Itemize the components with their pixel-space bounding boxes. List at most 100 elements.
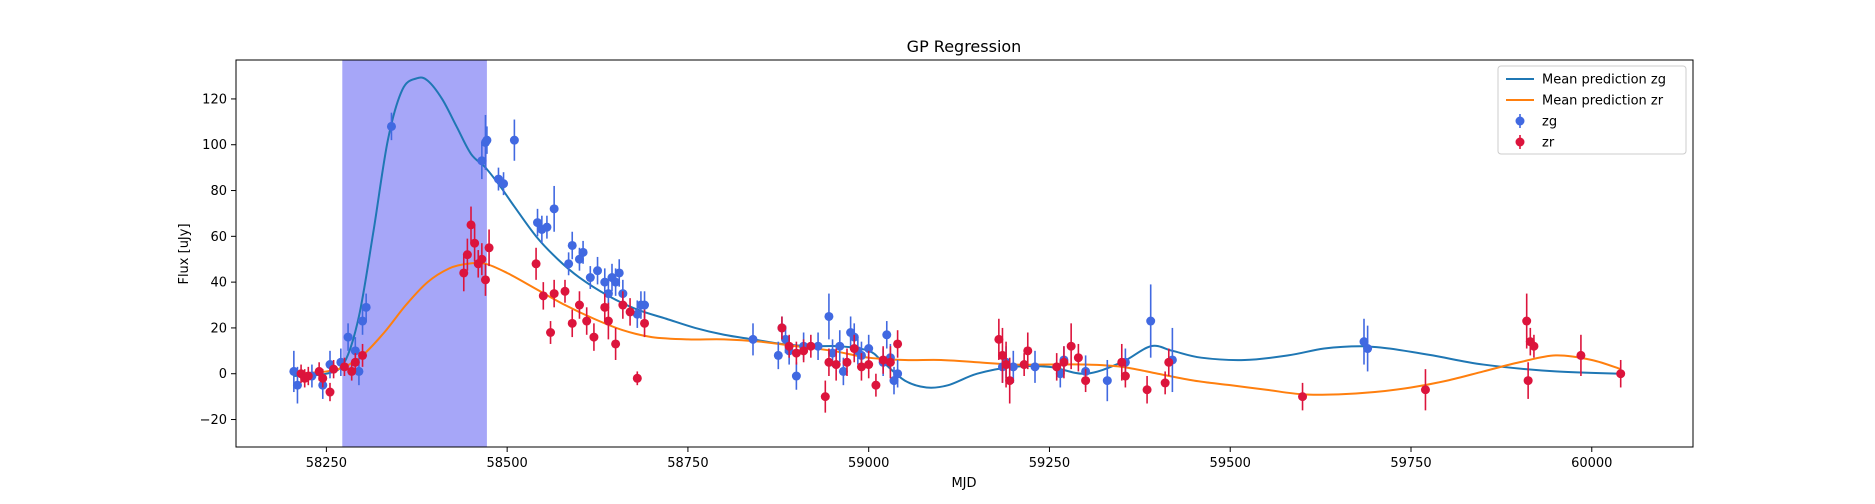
y-tick-label: 60 <box>210 230 227 245</box>
data-point-zg <box>1055 369 1065 379</box>
data-point-zr <box>1160 378 1170 388</box>
data-point-zr <box>470 238 480 248</box>
data-point-zg <box>509 135 519 145</box>
data-point-zr <box>574 300 584 310</box>
data-point-zg <box>781 334 791 344</box>
legend-label: Mean prediction zg <box>1542 73 1666 88</box>
data-point-zg <box>574 254 584 264</box>
data-point-zg <box>482 135 492 145</box>
data-point-zg <box>343 332 353 342</box>
data-point-zg <box>289 366 299 376</box>
y-tick-label: 100 <box>202 138 227 153</box>
data-point-zg <box>614 268 624 278</box>
data-point-zg <box>549 204 559 214</box>
data-point-zr <box>1522 316 1532 326</box>
x-tick-label: 58750 <box>667 456 708 471</box>
data-point-zg <box>361 302 371 312</box>
data-point-zr <box>314 366 324 376</box>
x-tick-label: 59250 <box>1029 456 1070 471</box>
legend-point-swatch <box>1515 137 1525 147</box>
data-point-zg <box>1363 344 1373 354</box>
data-point-zr <box>849 344 859 354</box>
data-point-zg <box>567 240 577 250</box>
y-tick-label: 40 <box>210 276 227 291</box>
x-tick-label: 59500 <box>1210 456 1251 471</box>
data-point-zg <box>893 369 903 379</box>
legend-box <box>1497 65 1687 155</box>
data-point-zr <box>1052 362 1062 372</box>
x-tick-label: 60000 <box>1571 456 1612 471</box>
legend-label: Mean prediction zr <box>1542 94 1664 109</box>
data-point-zg <box>889 376 899 386</box>
data-point-zr <box>462 250 472 260</box>
data-point-zr <box>347 366 357 376</box>
data-point-zr <box>325 387 335 397</box>
data-point-zr <box>1081 376 1091 386</box>
data-point-zr <box>484 243 494 253</box>
data-point-zr <box>1164 357 1174 367</box>
data-point-zg <box>578 247 588 257</box>
data-point-zr <box>1576 350 1586 360</box>
data-point-zg <box>350 346 360 356</box>
shaded-region <box>342 60 487 447</box>
data-point-zr <box>777 323 787 333</box>
data-point-zr <box>358 350 368 360</box>
data-point-zg <box>386 121 396 131</box>
data-point-zg <box>292 380 302 390</box>
plot-frame <box>235 59 1694 448</box>
data-point-zg <box>499 179 509 189</box>
data-point-zg <box>828 348 838 358</box>
x-tick-label: 58250 <box>306 456 347 471</box>
data-point-zr <box>1005 376 1015 386</box>
data-point-zg <box>585 273 595 283</box>
data-point-zg <box>593 266 603 276</box>
data-point-zr <box>997 350 1007 360</box>
data-point-zg <box>611 277 621 287</box>
data-point-zr <box>831 360 841 370</box>
data-point-zr <box>1001 360 1011 370</box>
data-point-zr <box>603 316 613 326</box>
data-point-zg <box>1030 362 1040 372</box>
data-point-zr <box>582 316 592 326</box>
data-point-zr <box>618 300 628 310</box>
data-point-zg <box>640 300 650 310</box>
data-point-zr <box>560 286 570 296</box>
data-point-zg <box>533 218 543 228</box>
data-point-zr <box>842 357 852 367</box>
data-point-zr <box>1019 360 1029 370</box>
data-point-zg <box>542 222 552 232</box>
y-tick-label: 0 <box>219 367 227 382</box>
data-point-zr <box>784 341 794 351</box>
data-point-zr <box>1523 376 1533 386</box>
data-point-zg <box>1359 337 1369 347</box>
data-point-zg <box>882 330 892 340</box>
data-point-zg <box>1102 376 1112 386</box>
data-point-zr <box>885 357 895 367</box>
data-point-zg <box>748 334 758 344</box>
x-tick-label: 59000 <box>848 456 889 471</box>
data-point-zg <box>791 371 801 381</box>
data-point-zr <box>994 334 1004 344</box>
data-point-zr <box>600 302 610 312</box>
y-tick-label: 20 <box>210 321 227 336</box>
series-zr <box>296 206 1626 413</box>
data-point-zr <box>864 360 874 370</box>
data-point-zr <box>549 289 559 299</box>
data-point-zg <box>354 366 364 376</box>
data-point-zg <box>864 344 874 354</box>
data-point-zg <box>835 341 845 351</box>
data-point-zr <box>329 364 339 374</box>
legend: Mean prediction zg Mean prediction zr zg zr <box>1497 65 1687 155</box>
data-point-zr <box>820 392 830 402</box>
data-point-zr <box>632 373 642 383</box>
data-point-zr <box>893 339 903 349</box>
data-point-zr <box>1066 341 1076 351</box>
data-point-zr <box>480 275 490 285</box>
data-point-zr <box>546 328 556 338</box>
data-point-zr <box>611 339 621 349</box>
y-axis-label: Flux [uJy] <box>177 223 192 284</box>
gp-mean-line-zg <box>293 76 1621 389</box>
data-point-zr <box>589 332 599 342</box>
